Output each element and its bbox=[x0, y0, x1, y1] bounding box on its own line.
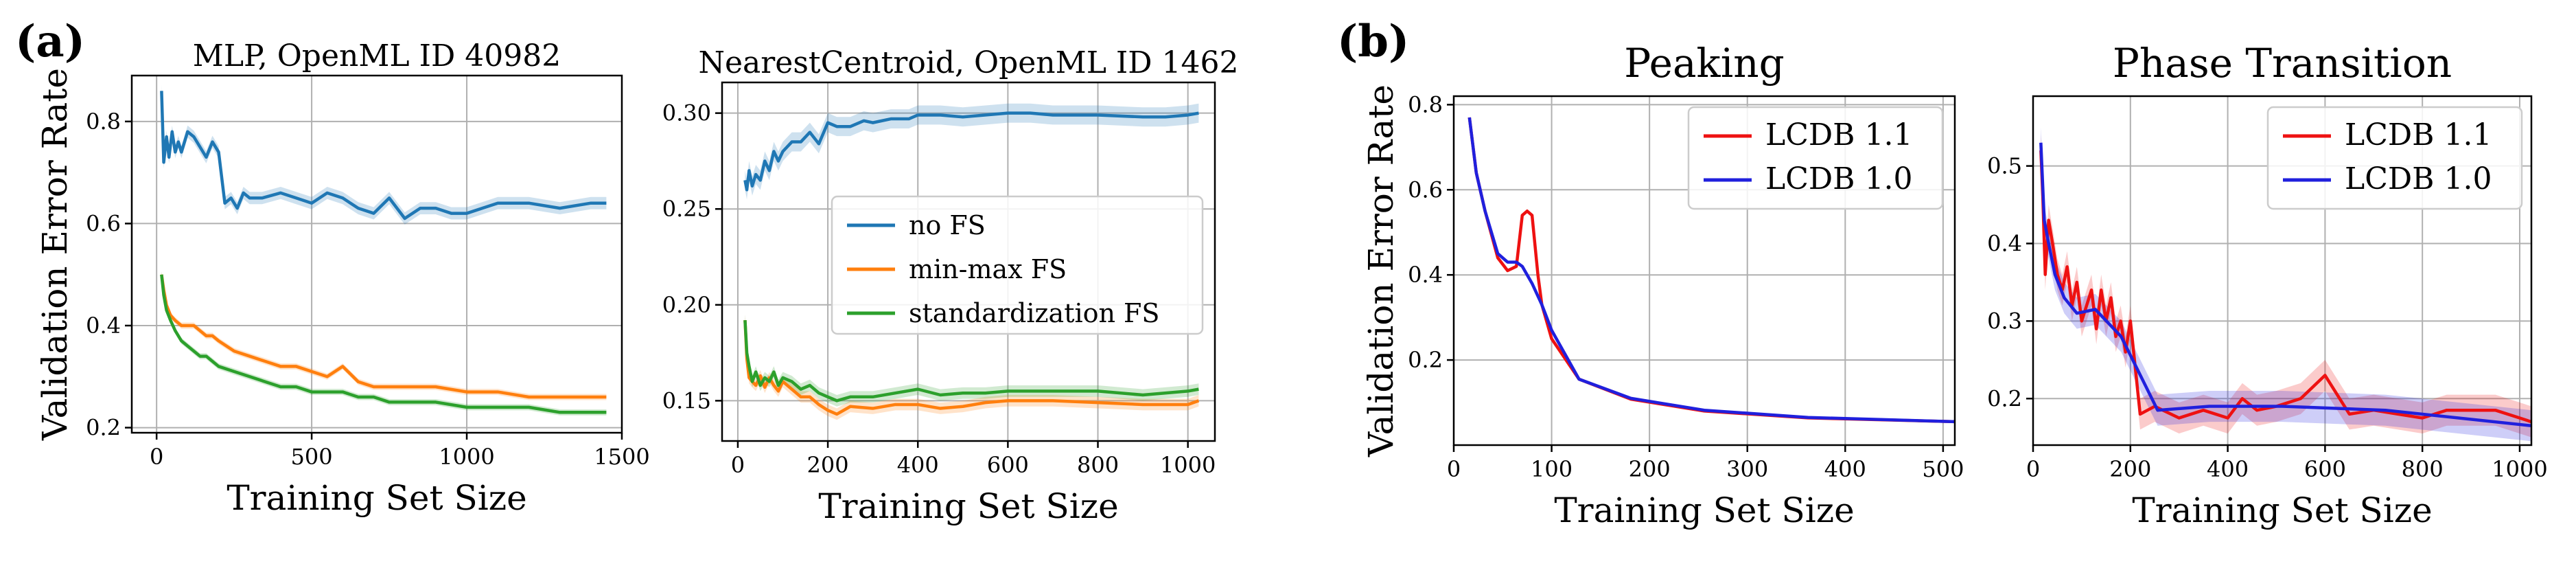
y-tick-label: 0.15 bbox=[662, 387, 711, 414]
chart-title: Phase Transition bbox=[2113, 40, 2452, 87]
legend: LCDB 1.1 LCDB 1.0 bbox=[2266, 106, 2523, 210]
x-tick-label: 600 bbox=[987, 452, 1029, 478]
plot-frame bbox=[721, 81, 1216, 442]
series-line-3 bbox=[160, 274, 607, 414]
panel-a-label: (a) bbox=[15, 16, 85, 67]
legend-label: no FS bbox=[909, 210, 986, 240]
x-tick-label: 400 bbox=[1824, 456, 1866, 482]
y-axis-label: Validation Error Rate bbox=[35, 68, 75, 441]
x-tick-label: 800 bbox=[2402, 456, 2444, 482]
x-axis-label: Training Set Size bbox=[1554, 490, 1854, 530]
x-tick-label: 100 bbox=[1531, 456, 1573, 482]
x-tick-label: 200 bbox=[807, 452, 849, 478]
chart-4: 0 200 400 600 800 1000 0.2 0.3 0.4 0.5 Phase Trans… bbox=[1987, 40, 2548, 530]
y-tick-label: 0.5 bbox=[1987, 153, 2022, 179]
x-tick-label: 500 bbox=[291, 444, 333, 470]
legend-label: min-max FS bbox=[909, 254, 1067, 284]
y-tick-label: 0.6 bbox=[1408, 177, 1443, 203]
series-line-2 bbox=[1467, 117, 1956, 424]
x-tick-label: 1500 bbox=[594, 444, 649, 470]
y-tick-label: 0.4 bbox=[1408, 262, 1443, 288]
x-axis-label: Training Set Size bbox=[818, 486, 1118, 526]
panel-b-label: (b) bbox=[1337, 16, 1409, 67]
series-band bbox=[161, 271, 607, 400]
x-tick-label: 0 bbox=[150, 444, 163, 470]
x-tick-label: 400 bbox=[897, 452, 939, 478]
legend-label: LCDB 1.1 bbox=[1765, 117, 1912, 152]
y-tick-label: 0.25 bbox=[662, 196, 711, 222]
y-tick-label: 0.6 bbox=[86, 210, 121, 236]
legend-box bbox=[2266, 106, 2523, 210]
x-tick-label: 1000 bbox=[439, 444, 494, 470]
series-line-1 bbox=[2039, 150, 2532, 424]
x-axis-label: Training Set Size bbox=[2132, 490, 2432, 530]
legend-box bbox=[831, 195, 1204, 335]
chart-title: NearestCentroid, OpenML ID 1462 bbox=[698, 45, 1238, 80]
chart-3: 0 100 200 300 400 500 0.2 0.4 0.6 0.8 Peaking Train… bbox=[1361, 40, 1964, 530]
x-tick-label: 600 bbox=[2304, 456, 2346, 482]
x-tick-label: 1000 bbox=[1160, 452, 1216, 478]
x-tick-label: 0 bbox=[731, 452, 745, 478]
series-line-3 bbox=[743, 320, 1199, 403]
plot-frame bbox=[130, 74, 623, 434]
y-tick-label: 0.2 bbox=[1987, 385, 2022, 411]
series-line-1 bbox=[743, 111, 1199, 192]
x-tick-label: 200 bbox=[1629, 456, 1671, 482]
chart-title: MLP, OpenML ID 40982 bbox=[193, 38, 561, 73]
y-tick-label: 0.2 bbox=[86, 415, 121, 441]
chart-2: 0 200 400 600 800 1000 0.15 0.20 0.25 0.30 Nearest… bbox=[662, 45, 1239, 526]
series-band bbox=[161, 84, 607, 225]
x-tick-label: 1000 bbox=[2492, 456, 2547, 482]
x-tick-label: 500 bbox=[1922, 456, 1964, 482]
series-band bbox=[745, 314, 1199, 420]
series-line-1 bbox=[160, 91, 607, 220]
x-tick-label: 200 bbox=[2109, 456, 2151, 482]
legend: no FS min-max FS standardization FS bbox=[831, 195, 1204, 335]
x-tick-label: 0 bbox=[2026, 456, 2040, 482]
y-tick-label: 0.8 bbox=[1408, 91, 1443, 117]
legend-box bbox=[1687, 106, 1944, 210]
plot-frame bbox=[1452, 95, 1956, 446]
series-line-2 bbox=[2039, 142, 2532, 428]
y-tick-label: 0.4 bbox=[1987, 230, 2022, 256]
series-band bbox=[745, 103, 1199, 200]
legend-label: LCDB 1.0 bbox=[2345, 161, 2492, 196]
x-axis-label: Training Set Size bbox=[227, 478, 526, 518]
x-tick-label: 800 bbox=[1077, 452, 1119, 478]
series-band bbox=[161, 271, 607, 416]
chart-title: Peaking bbox=[1624, 40, 1785, 87]
x-tick-label: 0 bbox=[1447, 456, 1461, 482]
x-tick-label: 300 bbox=[1726, 456, 1768, 482]
legend-label: LCDB 1.1 bbox=[2345, 117, 2492, 152]
y-tick-label: 0.20 bbox=[662, 292, 711, 318]
legend-label: LCDB 1.0 bbox=[1765, 161, 1912, 196]
series-band bbox=[745, 314, 1199, 407]
series-line-2 bbox=[743, 320, 1200, 416]
series-line-2 bbox=[160, 274, 607, 399]
y-tick-label: 0.3 bbox=[1987, 308, 2022, 334]
y-tick-label: 0.2 bbox=[1408, 347, 1443, 373]
chart-1: 0 500 1000 1500 0.2 0.4 0.6 0.8 MLP, OpenML ID 4… bbox=[35, 38, 650, 518]
y-tick-label: 0.8 bbox=[86, 109, 121, 135]
y-axis-label: Validation Error Rate bbox=[1361, 84, 1401, 457]
y-tick-label: 0.4 bbox=[86, 313, 121, 339]
series-band bbox=[2041, 135, 2531, 438]
y-tick-label: 0.30 bbox=[662, 100, 711, 126]
legend-label: standardization FS bbox=[909, 298, 1159, 328]
legend: LCDB 1.1 LCDB 1.0 bbox=[1687, 106, 1944, 210]
plot-frame bbox=[2032, 95, 2533, 446]
x-tick-label: 400 bbox=[2207, 456, 2249, 482]
